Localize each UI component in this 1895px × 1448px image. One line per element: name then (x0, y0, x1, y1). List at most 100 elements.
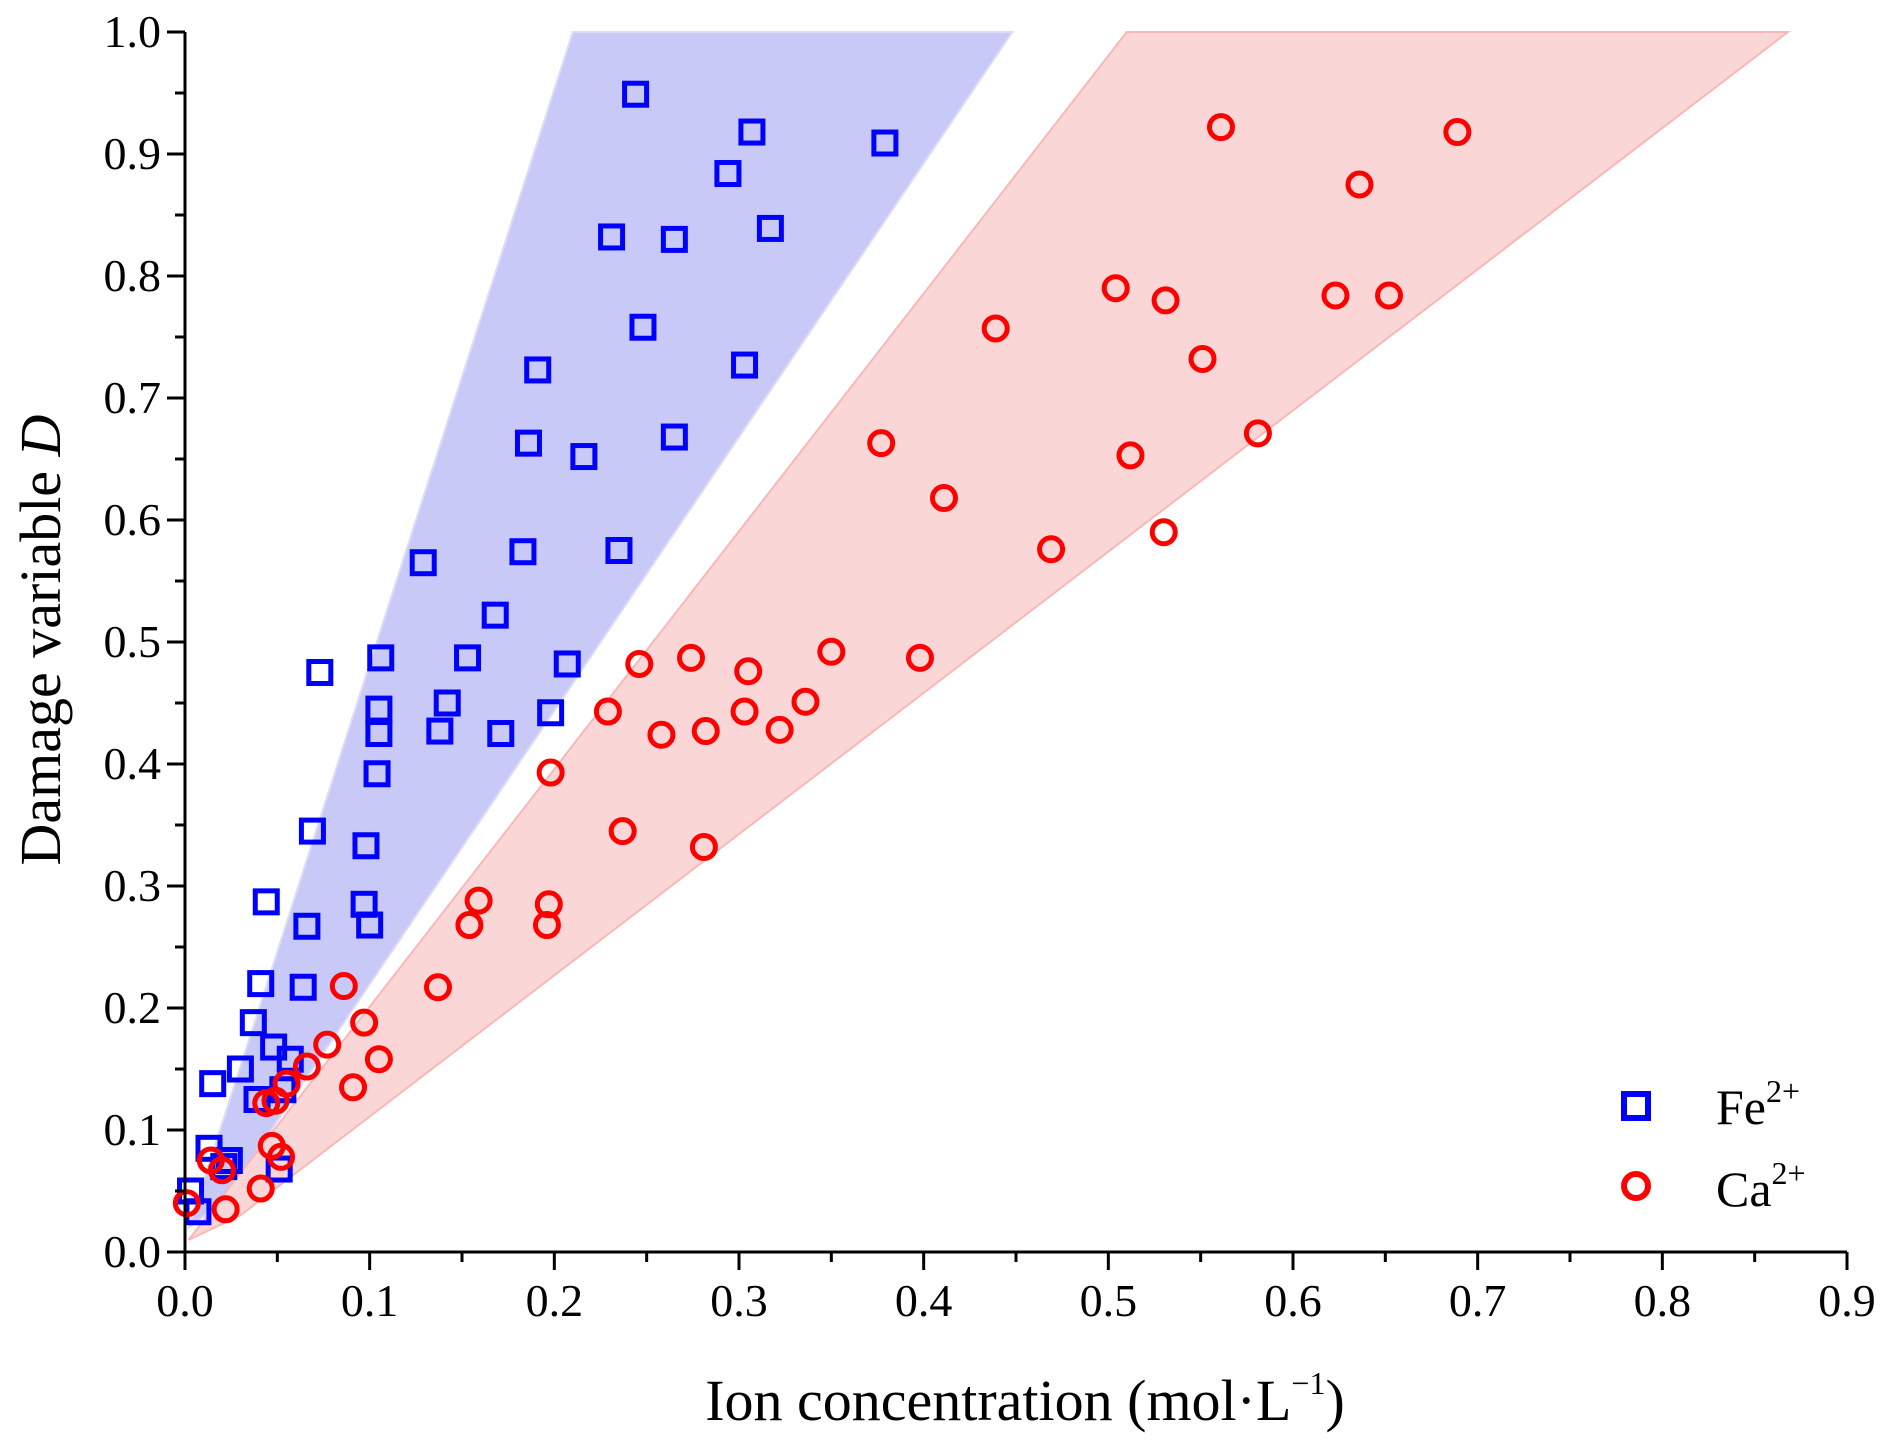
y-tick-label: 0.2 (104, 982, 162, 1033)
point-ca (1321, 281, 1350, 310)
point-ca (691, 717, 720, 746)
point-fe (409, 549, 437, 577)
y-tick-label: 0.6 (104, 494, 162, 545)
point-ca (455, 911, 484, 940)
point-ca (172, 1189, 201, 1218)
point-fe (352, 832, 380, 860)
point-fe (756, 214, 784, 242)
y-tick-label: 0.3 (104, 860, 162, 911)
point-ca (267, 1142, 296, 1171)
point-fe (871, 129, 899, 157)
point-ca (329, 972, 358, 1001)
point-ca (791, 687, 820, 716)
x-tick-label: 0.2 (526, 1275, 584, 1326)
point-fe (298, 817, 326, 845)
point-ca (350, 1008, 379, 1037)
point-ca (1188, 344, 1217, 373)
point-ca (292, 1052, 321, 1081)
point-ca (246, 1174, 275, 1203)
legend-marker-fe (1621, 1091, 1651, 1121)
y-tick-label: 0.8 (104, 250, 162, 301)
point-fe (487, 720, 515, 747)
y-tick-label: 0.5 (104, 616, 162, 667)
point-fe (247, 970, 275, 998)
point-ca (929, 484, 958, 513)
point-fe (514, 429, 542, 457)
point-ca (765, 715, 794, 744)
point-ca (676, 643, 705, 672)
point-ca (534, 890, 563, 919)
point-fe (553, 650, 581, 678)
point-ca (593, 697, 622, 726)
point-ca (905, 643, 934, 672)
point-ca (734, 657, 763, 686)
point-fe (356, 911, 384, 939)
x-tick-label: 0.3 (710, 1275, 768, 1326)
point-ca (207, 1156, 236, 1185)
x-axis-title: Ion concentration (mol·L−1) (705, 1365, 1345, 1433)
point-fe (433, 689, 461, 717)
point-fe (289, 973, 317, 1001)
point-fe (363, 760, 391, 788)
point-ca (272, 1069, 301, 1098)
point-fe (293, 912, 321, 940)
legend: Fe2+ Ca2+ (1621, 1073, 1806, 1217)
point-ca (1151, 286, 1180, 315)
point-ca (211, 1195, 240, 1224)
x-tick-label: 0.4 (895, 1275, 953, 1326)
point-fe (622, 80, 650, 108)
point-ca (1116, 441, 1145, 470)
point-fe (731, 351, 759, 379)
point-ca (1375, 281, 1404, 310)
point-fe (570, 443, 598, 471)
shaded-bands (186, 31, 1791, 1241)
point-ca (1345, 170, 1374, 199)
x-tick-label: 0.5 (1080, 1275, 1138, 1326)
point-fe (714, 160, 742, 188)
ca-band (187, 31, 1791, 1241)
point-ca (689, 832, 718, 861)
legend-marker-ca (1621, 1171, 1651, 1201)
point-ca (423, 973, 452, 1002)
data-points (172, 80, 1472, 1226)
point-ca (339, 1073, 368, 1102)
point-fe (598, 223, 626, 251)
point-fe (426, 717, 454, 745)
point-fe (738, 118, 766, 146)
point-fe (365, 695, 393, 723)
point-ca (625, 649, 654, 678)
point-fe (265, 1155, 293, 1183)
point-fe (660, 423, 688, 451)
x-tick-label: 0.9 (1818, 1275, 1876, 1326)
legend-label-fe: Fe2+ (1716, 1073, 1800, 1135)
point-fe (239, 1009, 267, 1037)
point-ca (817, 637, 846, 666)
point-ca (364, 1045, 393, 1074)
point-fe (252, 888, 280, 916)
y-tick-label: 0.9 (104, 128, 162, 179)
x-tick-label: 0.7 (1449, 1275, 1507, 1326)
point-ca (647, 720, 676, 749)
y-tick-label: 0.0 (104, 1226, 162, 1277)
y-tick-label: 1.0 (104, 6, 162, 57)
point-fe (226, 1055, 254, 1083)
point-ca (1206, 113, 1235, 142)
point-ca (608, 817, 637, 846)
point-fe (537, 699, 565, 727)
point-fe (199, 1070, 227, 1098)
legend-label-ca: Ca2+ (1716, 1155, 1806, 1217)
point-fe (306, 659, 334, 686)
point-fe (629, 313, 657, 341)
point-ca (313, 1030, 342, 1059)
point-fe (605, 537, 633, 564)
point-ca (1037, 535, 1066, 564)
y-tick-label: 0.7 (104, 372, 162, 423)
x-tick-label: 0.8 (1634, 1275, 1692, 1326)
point-ca (1443, 118, 1472, 147)
point-fe (454, 644, 482, 672)
x-tick-label: 0.0 (156, 1275, 214, 1326)
y-tick-label: 0.1 (104, 1104, 162, 1155)
point-ca (1149, 518, 1178, 547)
point-fe (660, 225, 688, 253)
